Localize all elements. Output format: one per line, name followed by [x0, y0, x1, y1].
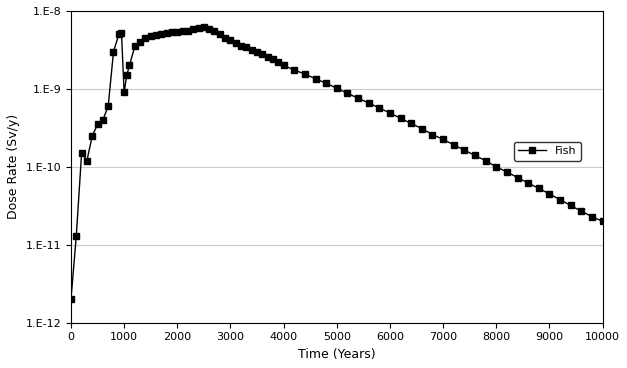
Fish	[67, 297, 75, 301]
Fish	[142, 36, 149, 40]
Y-axis label: Dose Rate (Sv/y): Dose Rate (Sv/y)	[7, 114, 20, 219]
Fish	[482, 159, 489, 163]
Fish	[253, 50, 261, 54]
Fish	[503, 170, 510, 174]
Legend: Fish: Fish	[514, 142, 581, 161]
Line: Fish: Fish	[68, 24, 605, 302]
Fish	[599, 219, 606, 223]
Fish	[200, 25, 208, 29]
X-axis label: Time (Years): Time (Years)	[298, 348, 376, 361]
Fish	[535, 186, 542, 191]
Fish	[184, 28, 192, 33]
